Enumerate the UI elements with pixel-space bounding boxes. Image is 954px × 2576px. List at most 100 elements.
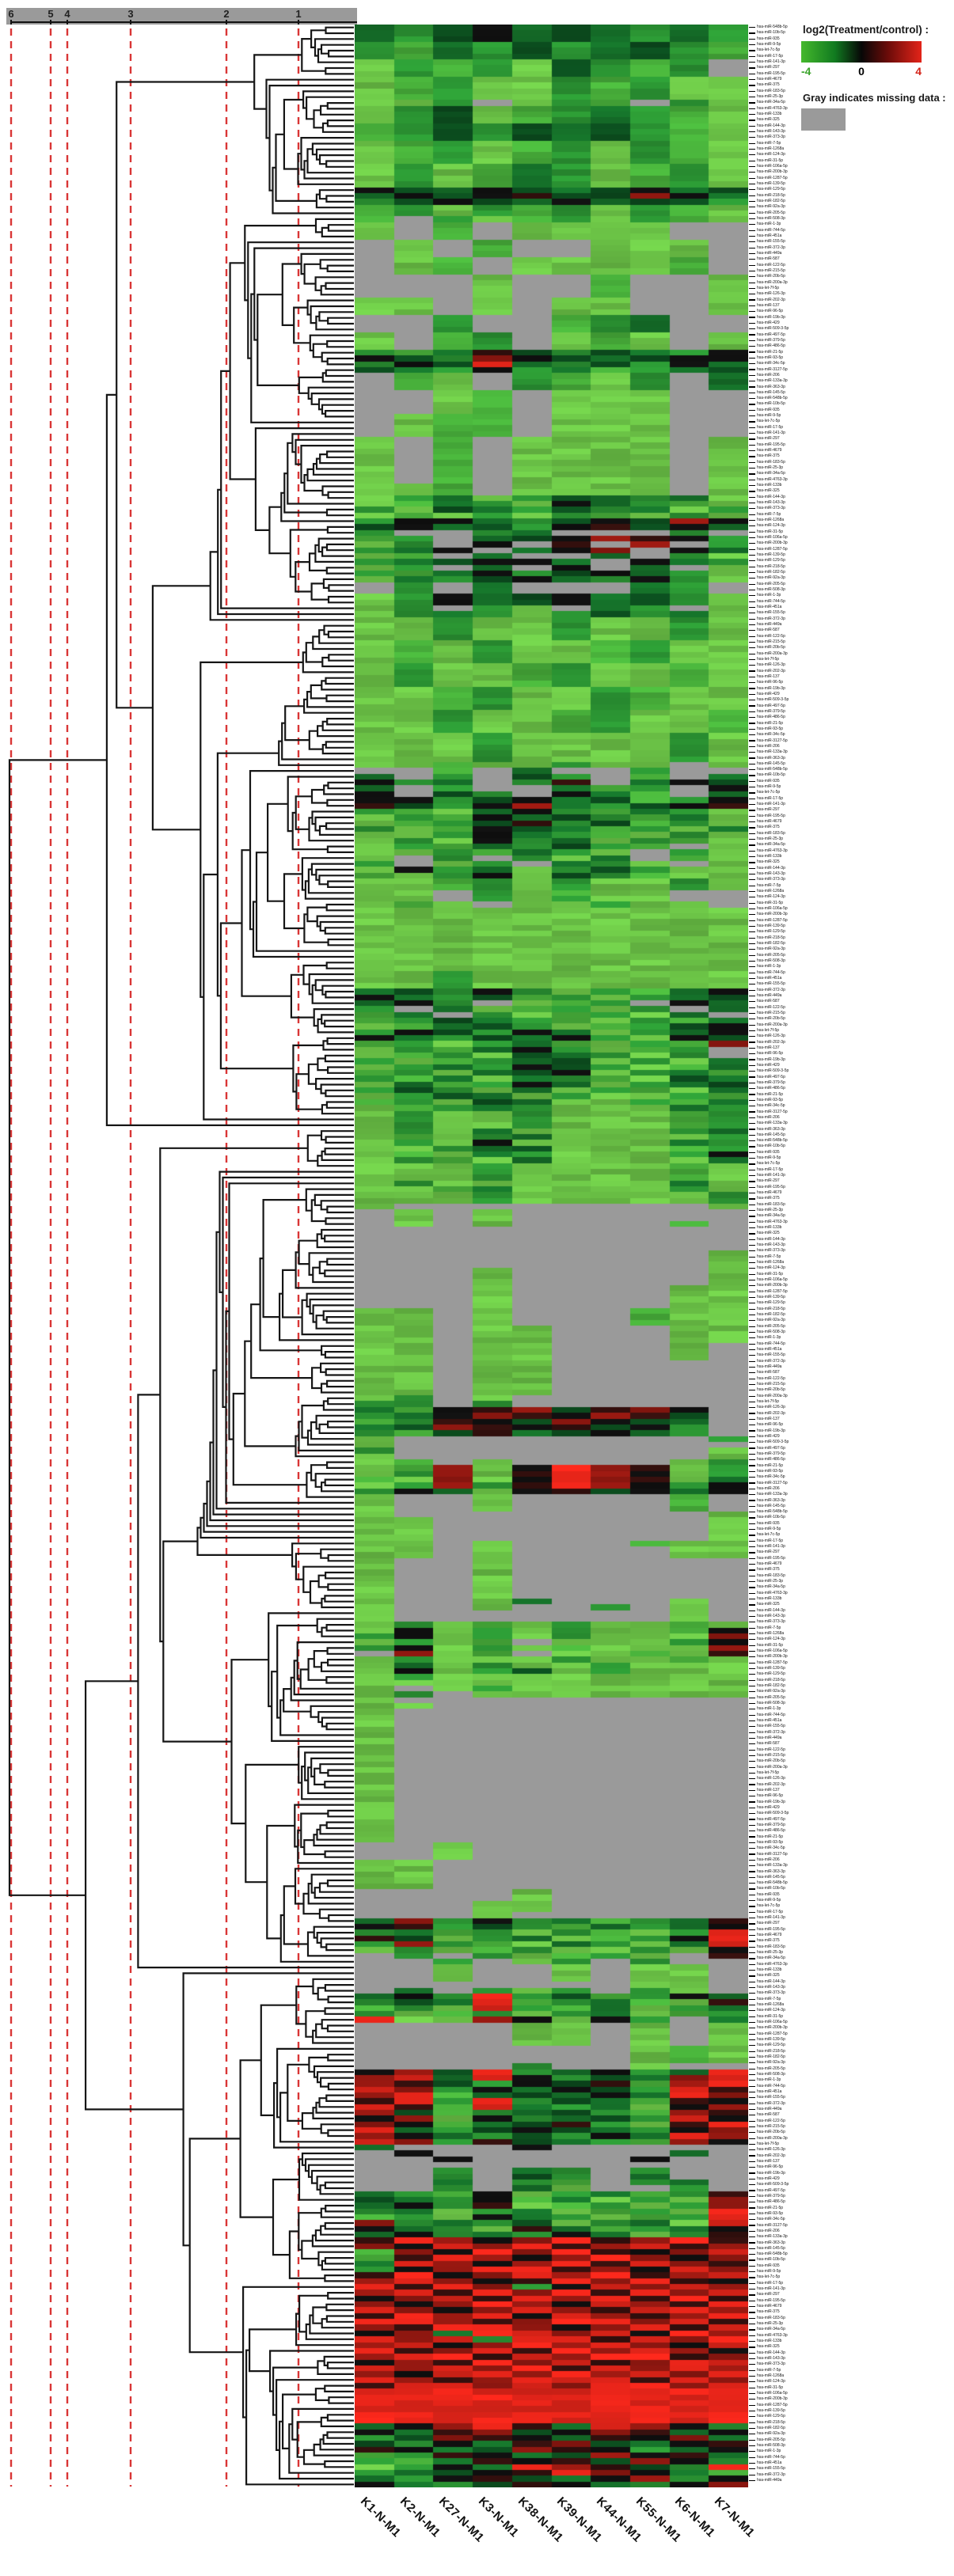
row-leader-tick [749, 2282, 755, 2284]
row-label-text: hsa-miR-215-5p [757, 2123, 785, 2129]
row-label: hsa-miR-20b-5p [749, 1016, 947, 1022]
row-label: hsa-miR-133b [749, 1596, 947, 1602]
row-leader-tick [749, 1662, 755, 1664]
row-label-text: hsa-miR-34a-5p [757, 1584, 785, 1590]
row-leader-tick [749, 1256, 755, 1258]
row-leader-tick [749, 1012, 755, 1015]
row-label: hsa-miR-93-5p [749, 355, 947, 361]
row-label-text: hsa-miR-143-3p [757, 2356, 785, 2362]
row-label: hsa-miR-106a-5p [749, 906, 947, 912]
row-label-text: hsa-miR-124-3p [757, 1265, 785, 1271]
row-label: hsa-miR-195-5p [749, 814, 947, 819]
row-leader-tick [749, 1900, 755, 1902]
row-leader-tick [749, 1395, 755, 1397]
row-label-text: hsa-miR-363-3p [757, 2240, 785, 2245]
row-label: hsa-miR-143-3p [749, 1985, 947, 1990]
row-label: hsa-miR-155-5p [749, 2095, 947, 2100]
row-label-text: hsa-miR-1268a [757, 518, 785, 523]
row-leader-tick [749, 62, 755, 63]
row-label: hsa-miR-21-5p [749, 1463, 947, 1468]
row-leader-tick [749, 125, 755, 127]
row-label: hsa-miR-1-3p [749, 964, 947, 969]
row-leader-tick [749, 757, 755, 759]
row-label: hsa-miR-195-5p [749, 1185, 947, 1190]
row-label: hsa-miR-25-3p [749, 465, 947, 471]
row-label-text: hsa-miR-449a [757, 992, 782, 998]
row-label-text: hsa-miR-200b-3p [757, 541, 788, 546]
row-leader-tick [749, 1691, 755, 1693]
row-leader-tick [749, 32, 755, 34]
row-label: hsa-miR-4763-3p [749, 106, 947, 112]
row-label: hsa-miR-92a-3p [749, 2060, 947, 2066]
row-leader-tick [749, 1876, 755, 1878]
row-label-text: hsa-miR-4763-3p [757, 476, 788, 482]
row-label: hsa-miR-1-3p [749, 2077, 947, 2083]
row-leader-tick [749, 1720, 755, 1722]
row-leader-tick [749, 2016, 755, 2017]
row-leader-tick [749, 2364, 755, 2365]
row-leader-tick [749, 705, 755, 707]
row-label: hsa-miR-34a-5p [749, 1956, 947, 1961]
row-label-text: hsa-miR-143-3p [757, 1242, 785, 1248]
row-label-text: hsa-miR-195-5p [757, 1184, 785, 1189]
row-label-text: hsa-miR-1268a [757, 1260, 785, 1265]
row-label-text: hsa-miR-935 [757, 407, 780, 412]
row-leader-tick [749, 230, 755, 231]
row-leader-tick [749, 386, 755, 388]
row-label-text: hsa-miR-182-5p [757, 2426, 785, 2430]
row-leader-tick [749, 1958, 755, 1960]
row-label: hsa-miR-1287-5p [749, 547, 947, 552]
row-label-text: hsa-miR-129-5p [757, 1671, 785, 1677]
row-label-text: hsa-miR-548b-5p [757, 396, 788, 401]
row-leader-tick [749, 2462, 755, 2464]
row-leader-tick [749, 2399, 755, 2400]
row-leader-tick [749, 2108, 755, 2111]
row-label: hsa-miR-20b-5p [749, 1387, 947, 1393]
row-label: hsa-let-7c-5p [749, 47, 947, 53]
column-label: K1-N-M1 [357, 2494, 404, 2540]
row-label: hsa-miR-124-3p [749, 523, 947, 529]
row-leader-tick [749, 1505, 755, 1507]
row-leader-tick [749, 1998, 755, 2000]
row-label: hsa-miR-106a-5p [749, 164, 947, 169]
row-leader-tick [749, 2479, 755, 2482]
row-leader-tick [749, 1610, 755, 1611]
row-leader-tick [749, 1244, 755, 1246]
row-label: hsa-miR-202-3p [749, 668, 947, 673]
row-label: hsa-miR-373-3p [749, 877, 947, 882]
row-leader-tick [749, 1186, 755, 1188]
row-leader-tick [749, 1853, 755, 1855]
row-label: hsa-miR-31-5p [749, 2014, 947, 2020]
row-leader-tick [749, 682, 755, 684]
row-label: hsa-miR-449a [749, 993, 947, 999]
row-leader-tick [749, 1650, 755, 1652]
row-leader-tick [749, 1639, 755, 1641]
row-label: hsa-miR-587 [749, 2112, 947, 2118]
row-label-text: hsa-miR-10b-5p [757, 1144, 785, 1149]
row-label-text: hsa-miR-205-5p [757, 210, 785, 215]
row-leader-tick [749, 815, 755, 817]
row-label: hsa-miR-509-3-5p [749, 1811, 947, 1816]
missing-data-swatch [801, 108, 846, 131]
row-label-text: hsa-miR-34c-5p [757, 2217, 785, 2222]
row-label: hsa-miR-31-5p [749, 529, 947, 535]
row-label-text: hsa-miR-218-5p [757, 563, 785, 569]
row-leader-tick [749, 595, 755, 597]
row-label: hsa-miR-202-3p [749, 2153, 947, 2158]
row-label: hsa-miR-508-3p [749, 216, 947, 222]
row-label: hsa-miR-3127-5p [749, 1109, 947, 1114]
row-label-text: hsa-miR-144-3p [757, 865, 785, 871]
row-label-text: hsa-miR-145-5p [757, 389, 785, 395]
row-leader-tick [749, 1714, 755, 1716]
row-label-text: hsa-miR-141-3p [757, 1544, 785, 1550]
row-label-text: hsa-miR-126-3p [757, 1034, 785, 1039]
row-leader-tick [749, 1581, 755, 1583]
row-label: hsa-miR-1-3p [749, 593, 947, 598]
row-label-text: hsa-miR-509-3-5p [757, 326, 789, 332]
row-label: hsa-miR-133b [749, 2339, 947, 2344]
row-label: hsa-miR-508-3p [749, 2443, 947, 2449]
row-label: hsa-miR-215-5p [749, 1382, 947, 1387]
row-label-text: hsa-miR-218-5p [757, 2419, 785, 2425]
row-label: hsa-miR-206 [749, 1486, 947, 1492]
row-label: hsa-miR-182-5p [749, 2054, 947, 2060]
